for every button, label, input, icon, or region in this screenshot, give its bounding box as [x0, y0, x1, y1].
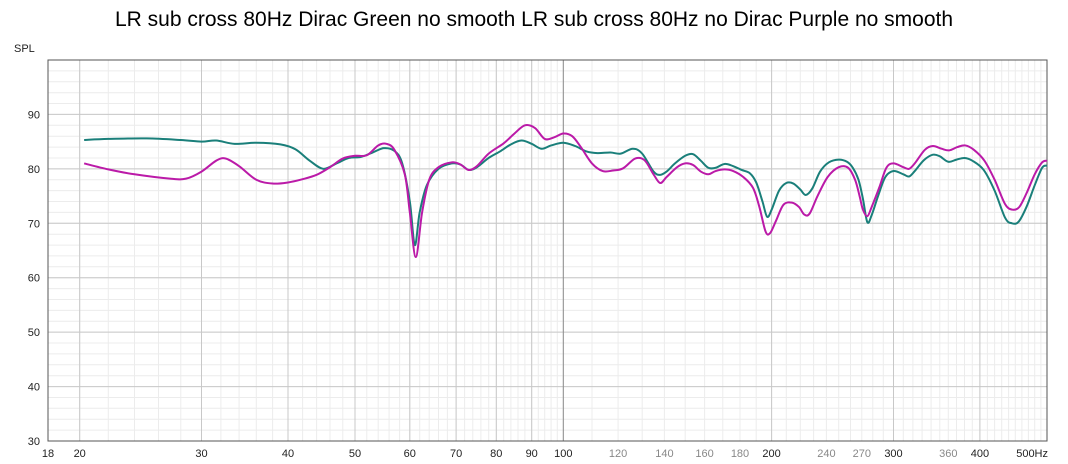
x-tick-label: 20 — [74, 448, 86, 460]
x-tick-label: 60 — [404, 448, 416, 460]
x-tick-label: 40 — [282, 448, 294, 460]
series-lines — [83, 124, 1048, 259]
x-tick-label: 120 — [609, 448, 627, 460]
x-tick-label: 70 — [450, 448, 462, 460]
x-tick-label: 90 — [526, 448, 538, 460]
y-axis-ticks: 30 40 50 60 70 80 90 — [28, 109, 40, 448]
plot-background — [48, 60, 1047, 441]
plot-frame — [47, 59, 1048, 442]
x-tick-label: 200 — [762, 448, 780, 460]
y-tick-label: 90 — [28, 109, 40, 121]
y-tick-label: 50 — [28, 327, 40, 339]
x-tick-label: 500Hz — [1016, 448, 1048, 460]
x-tick-label: 30 — [195, 448, 207, 460]
x-tick-label: 160 — [695, 448, 713, 460]
x-tick-label: 100 — [554, 448, 572, 460]
y-axis-label: SPL — [14, 43, 35, 55]
series-line-1 — [84, 137, 1048, 247]
chart-title: LR sub cross 80Hz Dirac Green no smooth … — [114, 8, 954, 31]
y-tick-label: 80 — [28, 164, 40, 176]
x-tick-label: 270 — [853, 448, 871, 460]
y-tick-label: 40 — [28, 382, 40, 394]
x-tick-label: 18 — [42, 448, 54, 460]
x-tick-label: 180 — [731, 448, 749, 460]
x-tick-label: 300 — [884, 448, 902, 460]
y-tick-label: 30 — [28, 436, 40, 448]
x-tick-label: 50 — [349, 448, 361, 460]
y-tick-label: 70 — [28, 218, 40, 230]
x-tick-label: 80 — [490, 448, 502, 460]
x-tick-label: 360 — [939, 448, 957, 460]
x-tick-label: 240 — [817, 448, 835, 460]
x-tick-label: 140 — [655, 448, 673, 460]
x-tick-label: 400 — [971, 448, 989, 460]
x-axis-ticks: 18 20 30 40 50 60 70 80 90 100 120 140 160 180 200 240 2… — [42, 448, 1048, 460]
series-line-2 — [83, 124, 1048, 259]
y-tick-label: 60 — [28, 273, 40, 285]
